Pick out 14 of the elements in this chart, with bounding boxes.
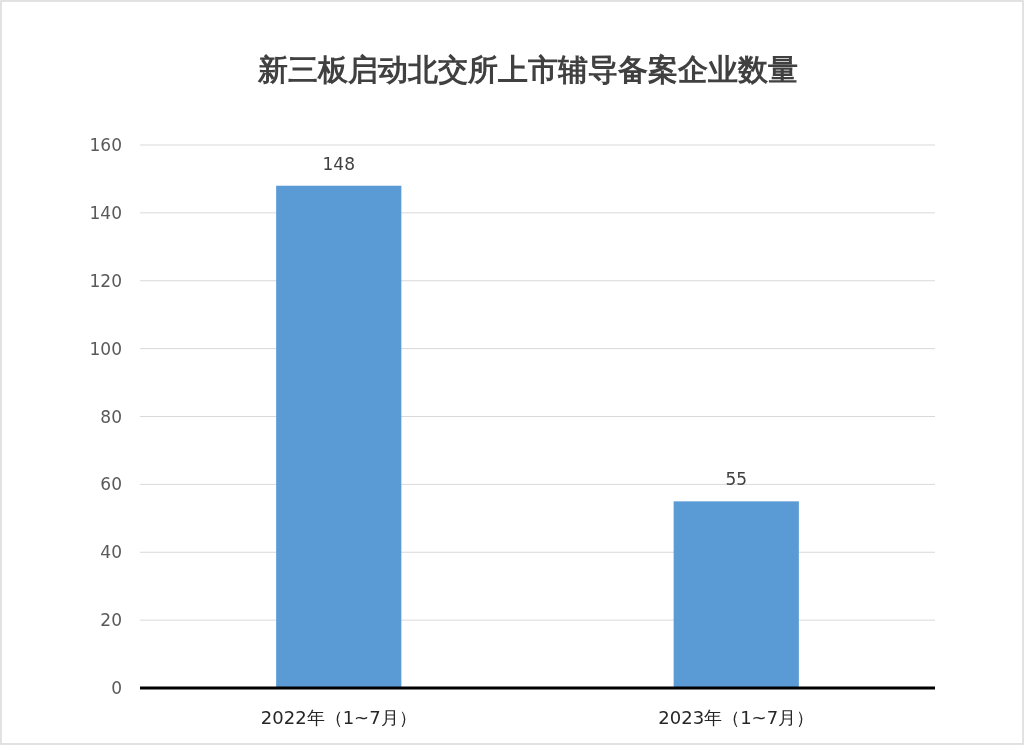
- chart-title: 新三板启动北交所上市辅导备案企业数量: [256, 52, 798, 87]
- x-tick-label: 2023年（1~7月）: [658, 707, 815, 728]
- y-tick-label: 140: [89, 202, 122, 223]
- data-label: 55: [725, 469, 748, 490]
- y-tick-label: 80: [100, 406, 122, 427]
- y-tick-label: 40: [100, 542, 122, 563]
- y-tick-label: 100: [89, 338, 122, 359]
- x-tick-label: 2022年（1~7月）: [260, 707, 417, 728]
- y-tick-label: 0: [111, 678, 122, 698]
- y-tick-label: 120: [89, 270, 122, 291]
- y-tick-label: 160: [89, 135, 122, 155]
- y-tick-label: 20: [100, 610, 122, 631]
- data-label: 148: [322, 153, 355, 174]
- y-tick-label: 60: [100, 474, 122, 495]
